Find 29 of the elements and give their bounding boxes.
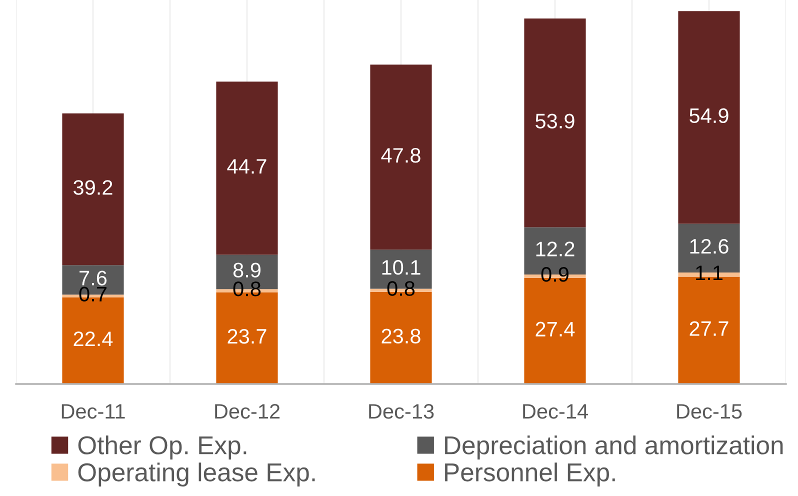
data-label: 47.8: [381, 148, 420, 163]
legend-label: Personnel Exp.: [445, 462, 615, 487]
data-label: 8.9: [233, 262, 260, 278]
bar: [524, 18, 586, 228]
legend-label: Operating lease Exp.: [78, 462, 315, 487]
bar: [370, 64, 432, 250]
x-tick-label: Dec-15: [677, 404, 742, 419]
data-label: 22.4: [74, 331, 113, 346]
x-tick-label: Dec-12: [215, 404, 280, 419]
bar: [678, 11, 740, 224]
data-label: 54.9: [690, 108, 728, 124]
legend-label: Depreciation and amortization: [445, 436, 783, 460]
x-tick-label: Dec-11: [62, 404, 125, 419]
bar: [216, 82, 278, 255]
data-label: 23.8: [382, 328, 420, 344]
data-label: 7.6: [80, 270, 107, 286]
x-tick-label: Dec-13: [369, 404, 434, 419]
bar: [62, 113, 124, 266]
data-label: 12.6: [690, 238, 728, 254]
legend-label: Other Op. Exp.: [78, 436, 246, 460]
x-tick-label: Dec-14: [523, 404, 588, 419]
data-label: 39.2: [74, 180, 112, 195]
data-label: 27.4: [536, 322, 575, 336]
data-label: 27.7: [690, 321, 728, 336]
data-label: 10.1: [382, 260, 420, 275]
data-label: 44.7: [227, 159, 266, 174]
data-label: 53.9: [536, 114, 574, 128]
data-label: 23.7: [228, 328, 266, 344]
data-label: 12.2: [536, 242, 574, 256]
